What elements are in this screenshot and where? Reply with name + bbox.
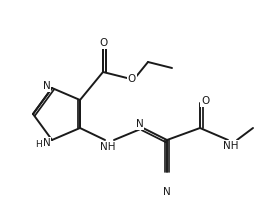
- Text: NH: NH: [223, 141, 239, 151]
- Text: N: N: [43, 81, 51, 91]
- Text: N: N: [136, 119, 144, 129]
- Text: N: N: [43, 138, 51, 148]
- Text: O: O: [128, 74, 136, 84]
- Text: NH: NH: [100, 142, 116, 152]
- Text: H: H: [36, 140, 42, 149]
- Text: O: O: [201, 96, 209, 106]
- Text: N: N: [163, 187, 171, 197]
- Text: O: O: [99, 38, 107, 48]
